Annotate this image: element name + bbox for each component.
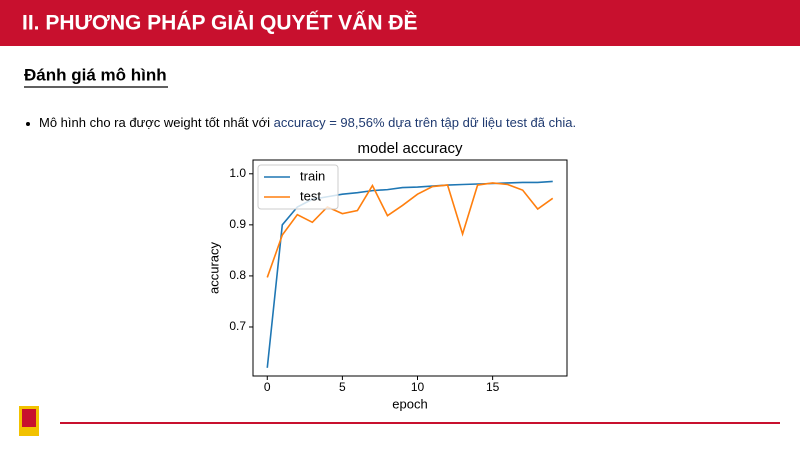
series-line [266,182,554,278]
y-tick-label: 0.9 [229,217,246,231]
logo [19,406,39,436]
y-tick-label: 0.8 [229,268,246,282]
x-tick-label: 0 [264,380,271,394]
legend-label: test [300,188,321,203]
bullet-highlight: accuracy = 98,56% dựa trên tập dữ liệu t… [274,115,577,130]
legend-box [257,164,339,210]
y-tick-label: 1.0 [229,166,246,180]
bullet-dot [26,122,30,126]
x-tick-label: 5 [339,380,346,394]
chart-title: model accuracy [357,140,463,157]
bullet-text: Mô hình cho ra được weight tốt nhất với … [39,115,576,130]
bullet-plain: Mô hình cho ra được weight tốt nhất với [39,115,274,130]
x-axis-label: epoch [392,396,427,411]
header-bar [0,0,800,46]
x-tick-label: 10 [411,380,425,394]
x-tick-label: 15 [486,380,500,394]
header-title: II. PHƯƠNG PHÁP GIẢI QUYẾT VẤN ĐỀ [22,12,418,35]
legend-label: train [300,168,325,183]
section-title: Đánh giá mô hình [24,65,167,84]
plot-frame [252,159,568,377]
chart: model accuracy epoch accuracy 0 5 10 15 0.7 0.8 0… [206,140,568,411]
y-tick-label: 0.7 [229,319,246,333]
logo-mark [22,409,36,427]
y-axis-label: accuracy [206,241,221,294]
